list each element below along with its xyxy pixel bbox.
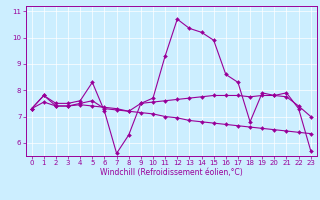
X-axis label: Windchill (Refroidissement éolien,°C): Windchill (Refroidissement éolien,°C)	[100, 168, 243, 177]
